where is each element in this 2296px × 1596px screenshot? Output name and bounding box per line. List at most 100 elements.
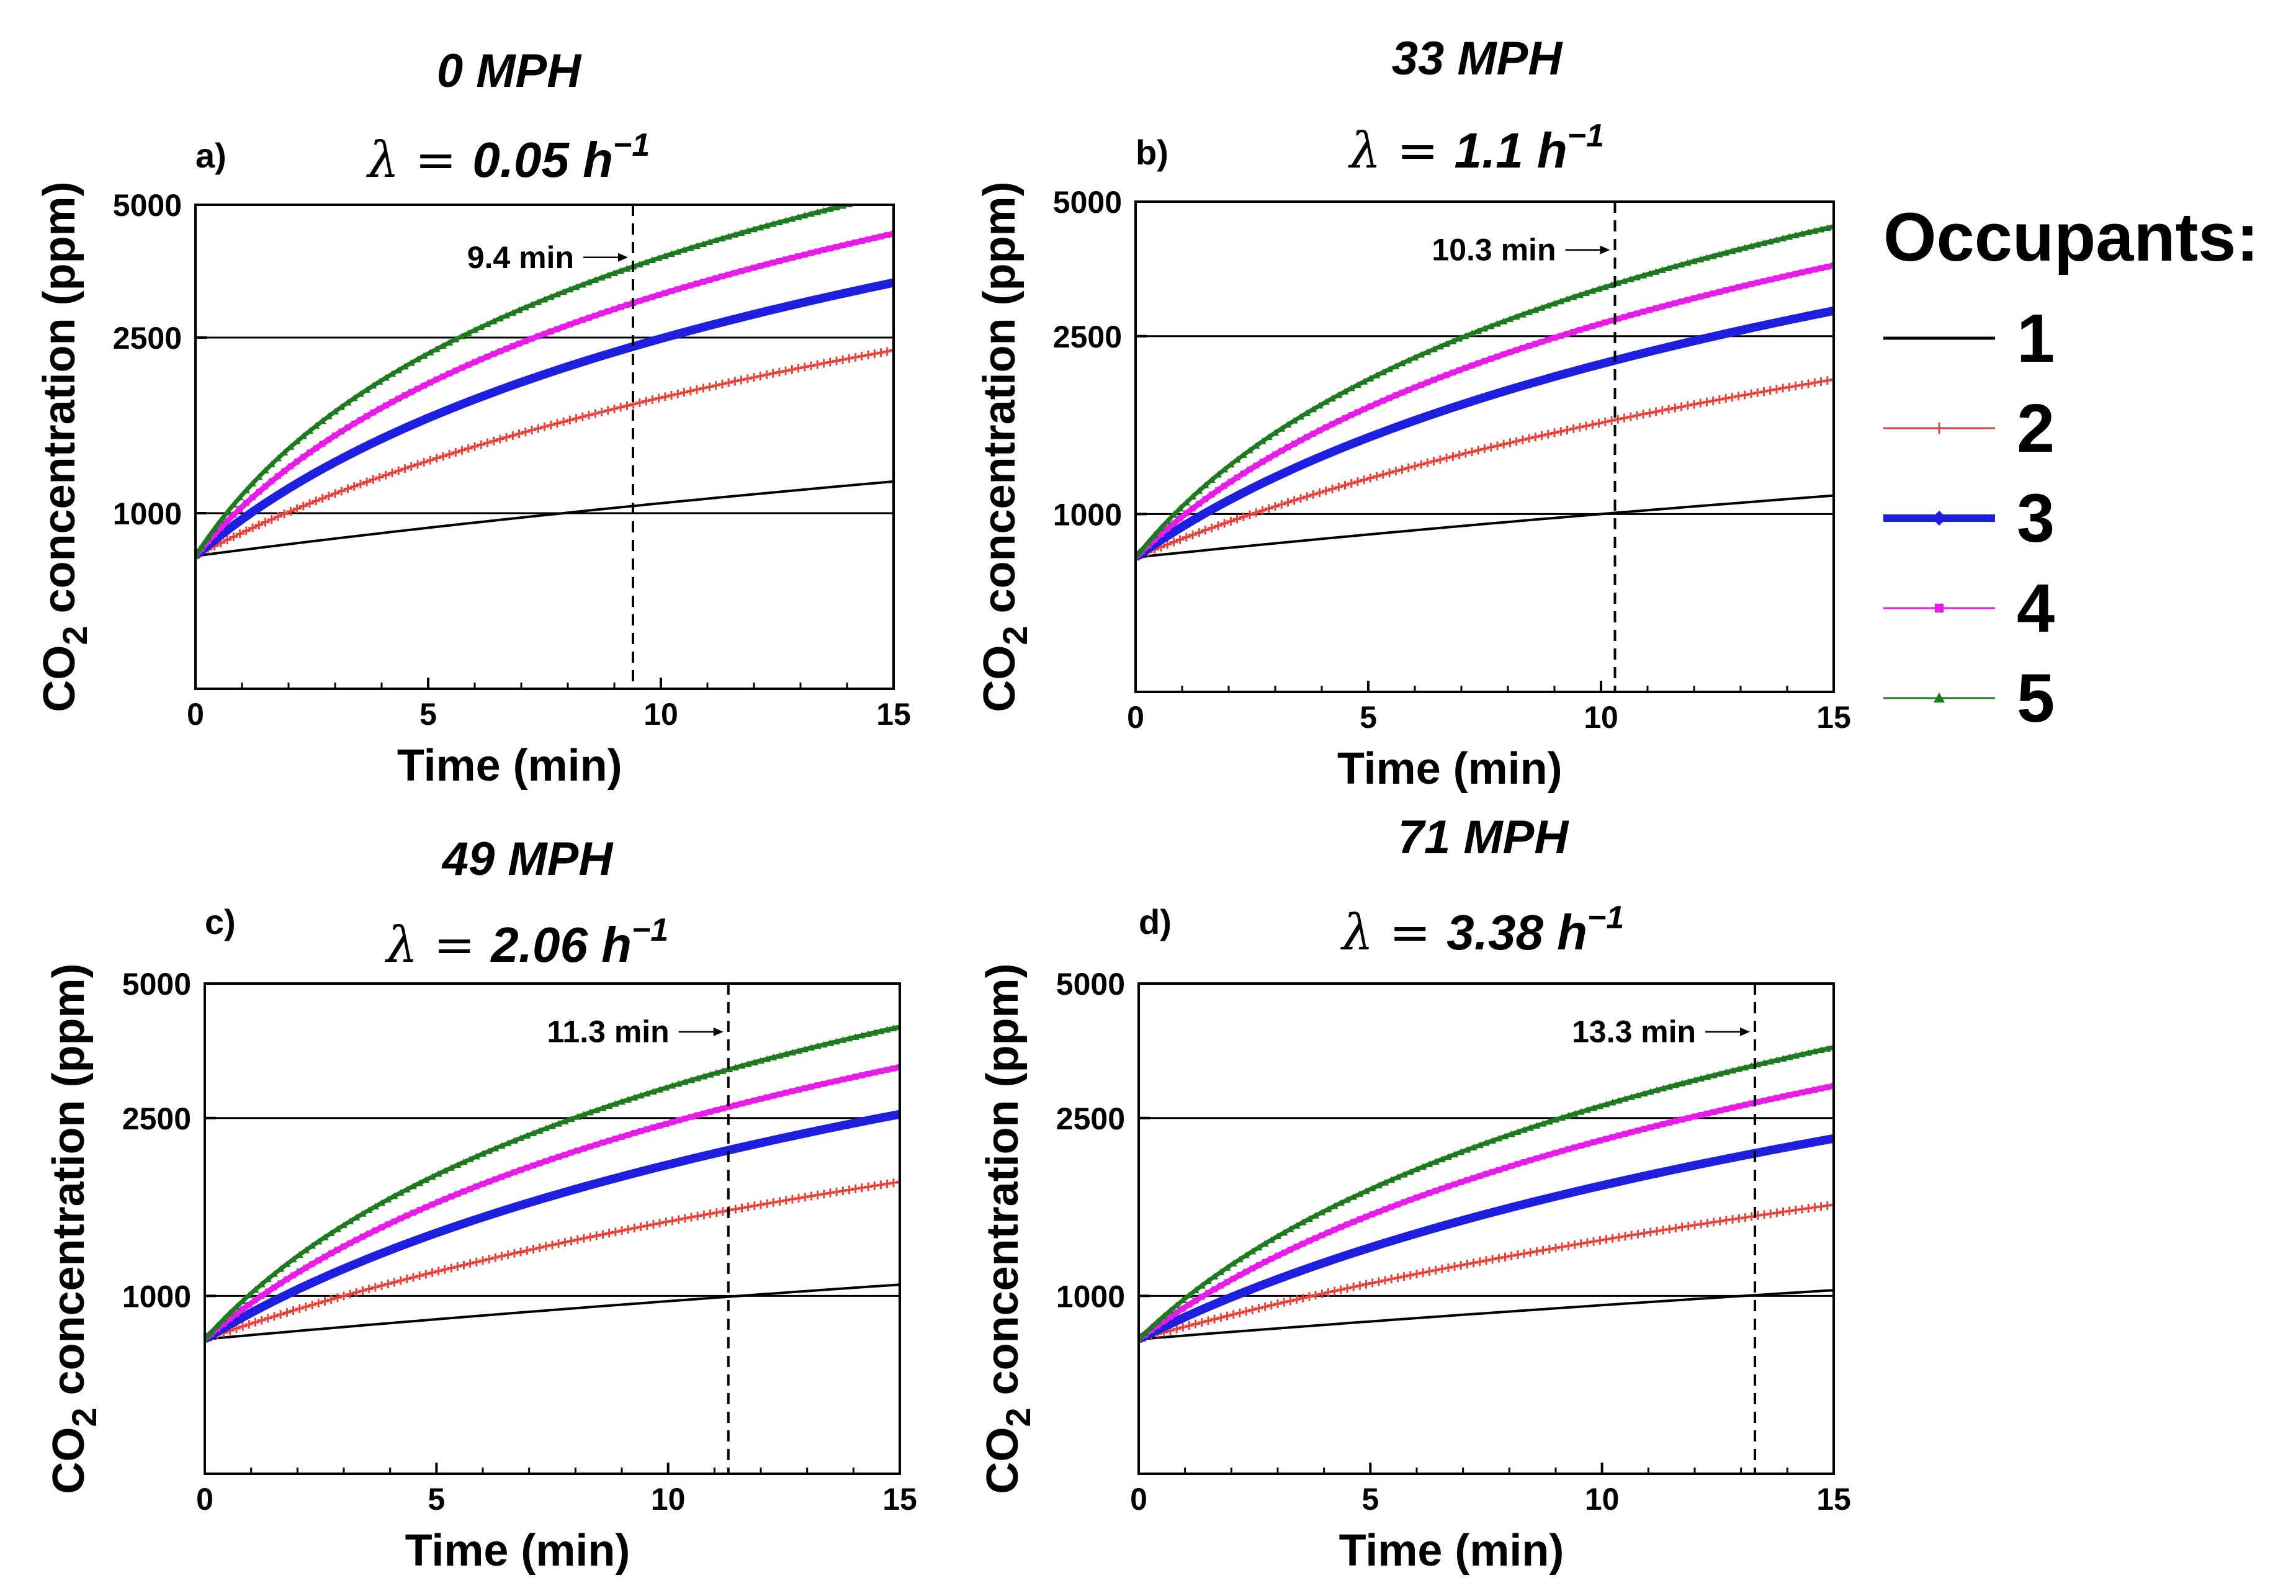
marker-2-80: [1639, 1229, 1649, 1238]
marker-3-26: [1296, 462, 1304, 470]
marker-5-85: [731, 231, 739, 238]
marker-5-100: [1767, 1057, 1775, 1065]
marker-5-87: [743, 227, 751, 235]
legend-item-5: 5: [1883, 660, 2055, 737]
marker-4-33: [1344, 1221, 1350, 1228]
marker-5-65: [604, 271, 612, 279]
marker-3-30: [1322, 451, 1330, 459]
marker-2-65: [603, 406, 612, 415]
marker-2-9: [1188, 530, 1198, 539]
marker-2-99: [1759, 387, 1769, 396]
marker-4-83: [719, 273, 725, 280]
panel-label: a): [195, 136, 226, 175]
marker-5-49: [1444, 1153, 1452, 1160]
marker-5-34: [407, 359, 415, 366]
marker-4-4: [1158, 531, 1164, 537]
marker-3-74: [1602, 1180, 1610, 1188]
marker-2-99: [826, 1188, 835, 1198]
marker-4-47: [490, 351, 497, 357]
marker-3-87: [1684, 338, 1692, 346]
marker-5-77: [680, 246, 688, 253]
marker-2-15: [286, 506, 295, 516]
marker-3-41: [1392, 423, 1400, 431]
marker-3-19: [1255, 1283, 1263, 1291]
marker-5-96: [1741, 244, 1749, 251]
marker-2-100: [1765, 386, 1775, 395]
marker-2-66: [1550, 428, 1559, 437]
marker-4-76: [1616, 1132, 1622, 1139]
marker-2-102: [1778, 383, 1788, 393]
marker-2-103: [845, 354, 854, 363]
marker-2-86: [743, 1202, 753, 1211]
marker-4-110: [897, 1064, 900, 1070]
marker-4-103: [1786, 1092, 1793, 1098]
marker-4-47: [1430, 377, 1437, 383]
marker-2-95: [1734, 1214, 1744, 1223]
marker-3-89: [763, 1137, 771, 1145]
marker-2-32: [1336, 1285, 1345, 1294]
marker-4-102: [846, 1075, 853, 1082]
marker-3-84: [725, 316, 733, 325]
marker-4-49: [503, 346, 509, 352]
marker-2-34: [1349, 1282, 1358, 1291]
marker-5-58: [567, 1115, 575, 1123]
marker-2-19: [320, 1297, 330, 1306]
marker-3-38: [441, 1226, 449, 1234]
marker-4-3: [1151, 536, 1158, 543]
marker-4-93: [1723, 287, 1729, 294]
marker-2-92: [781, 1196, 791, 1205]
marker-3-23: [1278, 470, 1286, 478]
marker-5-56: [547, 293, 555, 300]
marker-3-65: [604, 350, 612, 358]
x-tick-label-0: 0: [196, 1482, 213, 1517]
marker-5-59: [1506, 315, 1514, 322]
marker-4-104: [1793, 1090, 1799, 1097]
marker-3-109: [1823, 1136, 1831, 1144]
marker-5-64: [605, 1102, 613, 1109]
marker-2-54: [541, 1242, 550, 1251]
marker-3-97: [1747, 1150, 1756, 1158]
marker-4-63: [599, 1139, 606, 1146]
marker-4-54: [535, 333, 542, 339]
marker-5-3: [1154, 1317, 1162, 1325]
marker-5-54: [534, 298, 542, 305]
marker-2-41: [1391, 467, 1401, 476]
marker-2-52: [1463, 1260, 1472, 1269]
marker-2-11: [1201, 526, 1210, 535]
marker-4-63: [592, 312, 599, 319]
marker-5-9: [258, 1280, 266, 1288]
marker-3-88: [750, 310, 758, 318]
marker-5-34: [1350, 1193, 1358, 1200]
marker-2-23: [1277, 500, 1286, 509]
marker-5-86: [737, 229, 745, 236]
marker-3-91: [769, 305, 777, 313]
marker-2-25: [349, 482, 359, 491]
marker-3-5: [223, 526, 231, 534]
marker-5-68: [1564, 1111, 1572, 1119]
marker-3-11: [271, 1297, 278, 1305]
marker-2-32: [394, 466, 403, 475]
marker-4-40: [1388, 1204, 1395, 1210]
marker-2-68: [630, 1224, 639, 1233]
marker-5-31: [1330, 1202, 1339, 1209]
marker-4-55: [549, 1155, 555, 1162]
marker-2-75: [1607, 416, 1617, 425]
annotation-label: 10.3 min: [1432, 233, 1556, 267]
marker-2-59: [573, 1235, 582, 1244]
marker-5-70: [643, 1090, 651, 1097]
marker-4-85: [732, 269, 738, 276]
marker-5-46: [483, 320, 491, 328]
x-tick-label-0: 0: [1130, 1482, 1147, 1517]
marker-3-76: [674, 330, 682, 338]
marker-2-92: [1715, 395, 1724, 404]
marker-2-94: [794, 1193, 804, 1203]
marker-3-57: [561, 1188, 569, 1196]
marker-5-110: [890, 190, 897, 197]
marker-3-82: [712, 320, 720, 328]
marker-3-38: [1373, 430, 1381, 438]
marker-2-46: [1423, 458, 1432, 467]
marker-2-96: [1740, 390, 1749, 400]
marker-3-63: [591, 354, 599, 362]
marker-5-82: [712, 236, 720, 244]
marker-4-10: [256, 488, 262, 495]
